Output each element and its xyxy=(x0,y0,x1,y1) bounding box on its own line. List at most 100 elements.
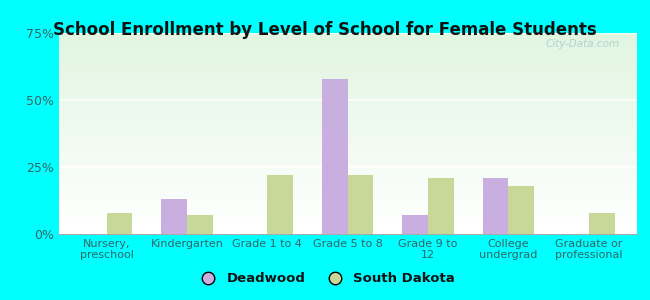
Bar xyxy=(58,111,637,112)
Bar xyxy=(508,186,534,234)
Bar xyxy=(58,231,637,232)
Bar xyxy=(58,60,637,61)
Bar xyxy=(58,91,637,92)
Bar xyxy=(58,171,637,172)
Bar xyxy=(187,215,213,234)
Bar xyxy=(58,140,637,142)
Bar xyxy=(58,118,637,119)
Bar xyxy=(58,77,637,78)
Bar xyxy=(58,82,637,83)
Bar xyxy=(58,185,637,186)
Bar xyxy=(58,190,637,191)
Bar xyxy=(58,162,637,163)
Bar xyxy=(58,76,637,77)
Bar xyxy=(58,33,637,34)
Bar xyxy=(58,97,637,98)
Bar xyxy=(58,222,637,223)
Bar xyxy=(58,217,637,218)
Bar xyxy=(58,169,637,170)
Bar xyxy=(58,220,637,221)
Bar xyxy=(58,206,637,207)
Bar xyxy=(58,38,637,39)
Bar xyxy=(58,41,637,42)
Bar xyxy=(58,200,637,201)
Bar xyxy=(58,177,637,178)
Bar xyxy=(58,186,637,187)
Bar xyxy=(58,108,637,110)
Bar xyxy=(161,199,187,234)
Bar xyxy=(58,67,637,68)
Bar xyxy=(58,148,637,150)
Bar xyxy=(58,168,637,169)
Bar xyxy=(58,46,637,47)
Bar xyxy=(58,156,637,157)
Bar xyxy=(58,229,637,230)
Bar xyxy=(58,180,637,181)
Bar xyxy=(58,164,637,165)
Bar xyxy=(58,81,637,82)
Bar xyxy=(58,53,637,54)
Bar xyxy=(322,79,348,234)
Bar xyxy=(58,131,637,133)
Bar xyxy=(58,89,637,90)
Bar xyxy=(58,106,637,107)
Bar xyxy=(58,193,637,194)
Bar xyxy=(58,74,637,75)
Bar xyxy=(58,86,637,87)
Bar xyxy=(58,216,637,217)
Bar xyxy=(58,120,637,122)
Text: City-Data.com: City-Data.com xyxy=(545,39,619,49)
Text: School Enrollment by Level of School for Female Students: School Enrollment by Level of School for… xyxy=(53,21,597,39)
Bar xyxy=(58,178,637,179)
Bar xyxy=(58,224,637,225)
Bar xyxy=(58,194,637,195)
Bar xyxy=(348,175,374,234)
Bar xyxy=(58,45,637,46)
Bar xyxy=(58,152,637,153)
Bar xyxy=(58,69,637,70)
Bar xyxy=(58,230,637,231)
Bar xyxy=(58,218,637,219)
Legend: Deadwood, South Dakota: Deadwood, South Dakota xyxy=(190,267,460,290)
Bar xyxy=(58,125,637,127)
Bar xyxy=(58,191,637,192)
Bar xyxy=(483,178,508,234)
Bar xyxy=(58,228,637,229)
Bar xyxy=(58,142,637,144)
Bar xyxy=(58,84,637,85)
Bar xyxy=(58,205,637,206)
Bar xyxy=(58,39,637,40)
Bar xyxy=(58,166,637,167)
Bar xyxy=(58,80,637,81)
Bar xyxy=(58,100,637,101)
Bar xyxy=(58,68,637,69)
Bar xyxy=(58,78,637,79)
Bar xyxy=(58,196,637,197)
Bar xyxy=(58,93,637,94)
Bar xyxy=(58,104,637,105)
Bar xyxy=(58,137,637,139)
Bar xyxy=(58,113,637,114)
Bar xyxy=(58,198,637,199)
Bar xyxy=(58,219,637,220)
Bar xyxy=(58,63,637,64)
Bar xyxy=(58,139,637,140)
Bar xyxy=(58,71,637,72)
Bar xyxy=(58,35,637,36)
Bar xyxy=(58,151,637,152)
Bar xyxy=(58,134,637,136)
Bar xyxy=(58,203,637,204)
Bar xyxy=(267,175,293,234)
Bar xyxy=(58,146,637,147)
Bar xyxy=(58,119,637,120)
Bar xyxy=(58,79,637,80)
Bar xyxy=(58,233,637,234)
Bar xyxy=(58,207,637,208)
Bar xyxy=(58,153,637,154)
Bar xyxy=(58,167,637,168)
Bar xyxy=(58,34,637,35)
Bar xyxy=(58,101,637,102)
Bar xyxy=(58,95,637,96)
Bar xyxy=(58,102,637,103)
Bar xyxy=(58,204,637,205)
